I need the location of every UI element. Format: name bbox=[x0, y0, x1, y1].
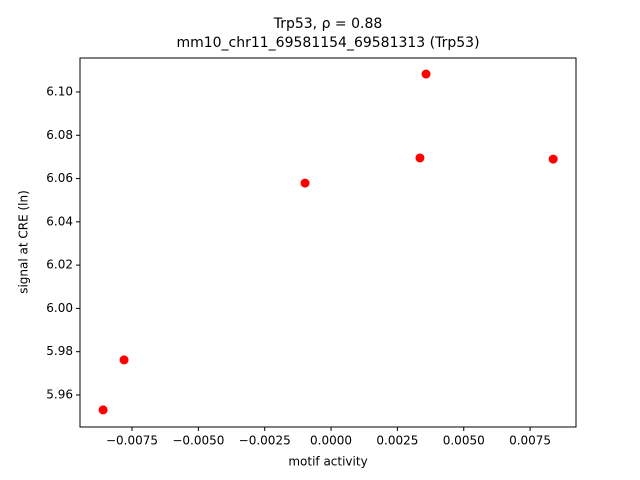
point bbox=[548, 154, 558, 164]
x-tick-label: 0.0050 bbox=[443, 434, 485, 448]
y-tick-label: 5.96 bbox=[46, 387, 73, 401]
axes-frame bbox=[79, 57, 577, 428]
y-tick-label: 6.00 bbox=[46, 301, 73, 315]
x-tick-label: −0.0025 bbox=[239, 434, 291, 448]
x-tick-label: 0.0000 bbox=[310, 434, 352, 448]
x-axis-label: motif activity bbox=[288, 455, 367, 469]
x-tick-label: −0.0050 bbox=[172, 434, 224, 448]
x-tick-label: −0.0075 bbox=[106, 434, 158, 448]
point bbox=[300, 178, 310, 188]
point bbox=[98, 405, 108, 415]
x-tick-label: 0.0025 bbox=[376, 434, 418, 448]
y-tick-label: 6.10 bbox=[46, 84, 73, 98]
y-tick-label: 6.08 bbox=[46, 128, 73, 142]
chart-title: Trp53, ρ = 0.88 bbox=[273, 16, 383, 32]
point bbox=[415, 153, 425, 163]
point bbox=[119, 355, 129, 365]
y-axis-label: signal at CRE (ln) bbox=[17, 190, 31, 294]
point bbox=[421, 69, 431, 79]
y-tick-label: 6.02 bbox=[46, 258, 73, 272]
y-tick-label: 6.06 bbox=[46, 171, 73, 185]
x-tick-label: 0.0075 bbox=[509, 434, 551, 448]
y-tick-label: 6.04 bbox=[46, 214, 73, 228]
chart-subtitle: mm10_chr11_69581154_69581313 (Trp53) bbox=[176, 35, 479, 51]
y-tick-label: 5.98 bbox=[46, 344, 73, 358]
